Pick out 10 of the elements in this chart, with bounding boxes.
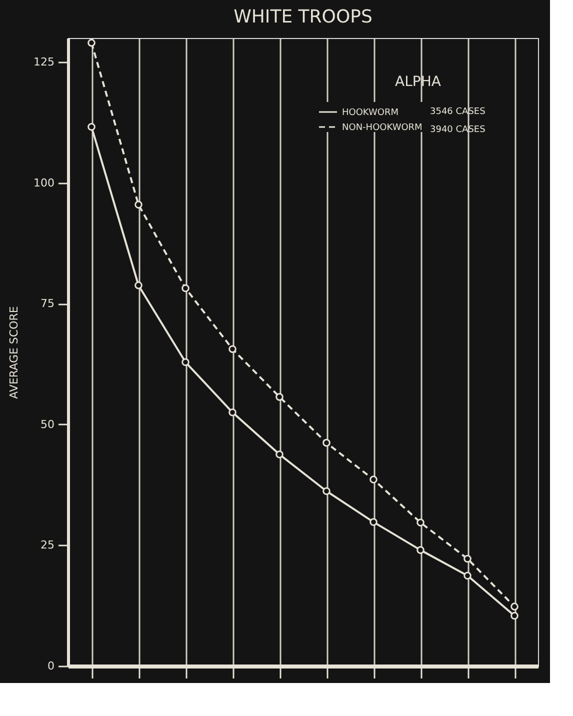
y-tick-label: 125 [34, 56, 54, 69]
y-tick-label: 100 [34, 176, 54, 190]
legend-label: NON-HOOKWORM [342, 123, 422, 133]
y-axis-title: AVERAGE SCORE [8, 306, 21, 399]
y-tick-label: 0 [48, 660, 54, 672]
legend-label: HOOKWORM [342, 108, 399, 118]
y-tick-label: 50 [40, 418, 54, 431]
chart-title: WHITE TROOPS [234, 6, 372, 28]
y-tick-label: 75 [40, 297, 54, 310]
y-tick-label: 25 [40, 538, 54, 552]
